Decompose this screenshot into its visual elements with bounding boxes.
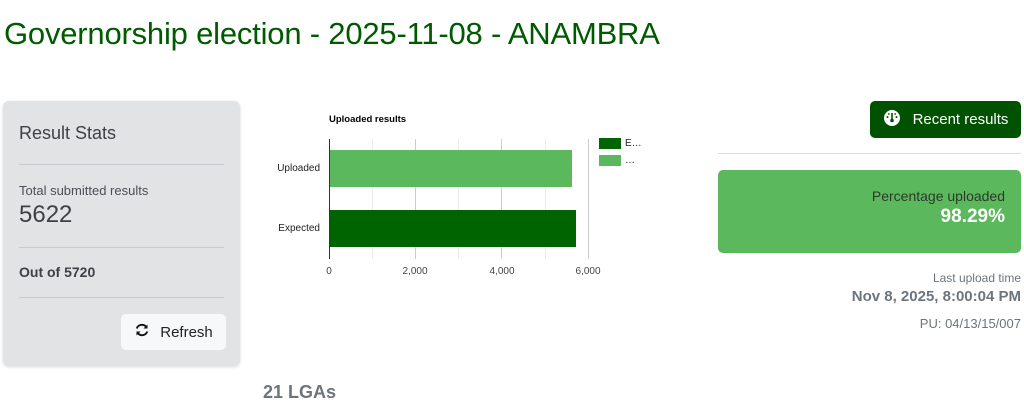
- page-title: Governorship election - 2025-11-08 - ANA…: [4, 16, 660, 51]
- x-tick-label: 0: [326, 266, 332, 277]
- refresh-label: Refresh: [160, 323, 213, 341]
- out-of-total: Out of 5720: [19, 264, 96, 280]
- card-title: Result Stats: [19, 123, 117, 143]
- gridline: [415, 139, 416, 259]
- category-label-expected: Expected: [278, 223, 320, 234]
- refresh-button[interactable]: Refresh: [121, 314, 226, 350]
- divider: [19, 297, 224, 298]
- gridline: [588, 139, 589, 259]
- percentage-value: 98.29%: [940, 206, 1005, 227]
- refresh-icon: [134, 322, 150, 342]
- legend-item-expected[interactable]: E…: [599, 138, 642, 149]
- polling-unit-code: PU: 04/13/15/007: [919, 316, 1021, 331]
- recent-results-label: Recent results: [912, 111, 1009, 128]
- last-upload-label: Last upload time: [932, 271, 1021, 285]
- legend-label: …: [625, 155, 635, 166]
- total-submitted-value: 5622: [19, 201, 73, 228]
- legend-swatch: [599, 155, 621, 166]
- percentage-uploaded-card: Percentage uploaded 98.29%: [718, 170, 1021, 253]
- gridline: [545, 139, 546, 259]
- legend-item-uploaded[interactable]: …: [599, 155, 635, 166]
- bar-expected[interactable]: [329, 210, 576, 247]
- legend-label: E…: [625, 138, 642, 149]
- divider: [19, 247, 224, 248]
- category-label-uploaded: Uploaded: [277, 163, 320, 174]
- divider: [718, 153, 1021, 154]
- axis-baseline: [329, 139, 330, 259]
- recent-results-button[interactable]: Recent results: [870, 101, 1021, 138]
- gauge-icon: [883, 109, 901, 131]
- gridline: [458, 139, 459, 259]
- gridline: [501, 139, 502, 259]
- gridline: [372, 139, 373, 259]
- result-stats-card: Result Stats Total submitted results 562…: [3, 101, 240, 366]
- bar-uploaded[interactable]: [329, 150, 572, 187]
- x-tick-label: 2,000: [402, 266, 428, 277]
- uploaded-results-chart: Uploaded results Uploaded Expected 0 2,0…: [260, 105, 660, 285]
- last-upload-time: Nov 8, 2025, 8:00:04 PM: [851, 288, 1021, 305]
- legend-swatch: [599, 138, 621, 149]
- x-tick-label: 6,000: [575, 266, 601, 277]
- chart-plot-area: [329, 139, 589, 259]
- divider: [19, 164, 224, 165]
- percentage-label: Percentage uploaded: [871, 188, 1005, 204]
- lga-count-heading: 21 LGAs: [263, 382, 337, 402]
- x-tick-label: 4,000: [489, 266, 515, 277]
- total-submitted-label: Total submitted results: [19, 183, 149, 198]
- chart-title: Uploaded results: [329, 114, 407, 125]
